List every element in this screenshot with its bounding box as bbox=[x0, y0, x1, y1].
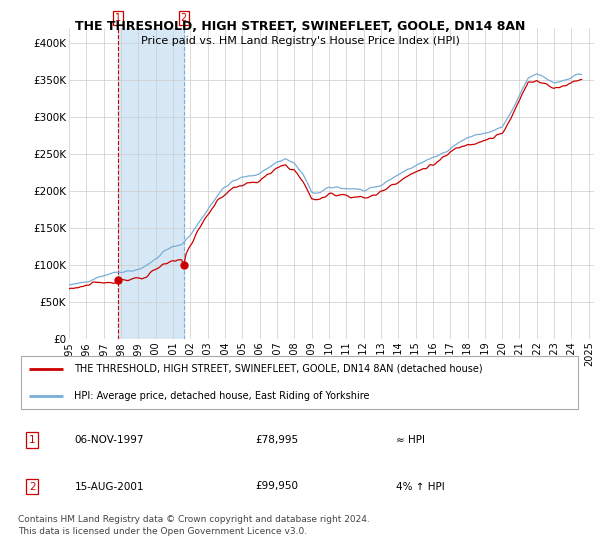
Text: 4% ↑ HPI: 4% ↑ HPI bbox=[396, 482, 445, 492]
Text: £78,995: £78,995 bbox=[255, 435, 298, 445]
Text: 1: 1 bbox=[29, 435, 35, 445]
Text: Price paid vs. HM Land Registry's House Price Index (HPI): Price paid vs. HM Land Registry's House … bbox=[140, 36, 460, 46]
Text: ≈ HPI: ≈ HPI bbox=[396, 435, 425, 445]
Text: 2: 2 bbox=[29, 482, 35, 492]
Text: 06-NOV-1997: 06-NOV-1997 bbox=[74, 435, 144, 445]
Text: THE THRESHOLD, HIGH STREET, SWINEFLEET, GOOLE, DN14 8AN (detached house): THE THRESHOLD, HIGH STREET, SWINEFLEET, … bbox=[74, 363, 483, 374]
Bar bbox=[118, 28, 184, 339]
FancyBboxPatch shape bbox=[21, 356, 578, 409]
Text: THE THRESHOLD, HIGH STREET, SWINEFLEET, GOOLE, DN14 8AN: THE THRESHOLD, HIGH STREET, SWINEFLEET, … bbox=[75, 20, 525, 32]
Text: 1: 1 bbox=[115, 13, 121, 24]
Text: HPI: Average price, detached house, East Riding of Yorkshire: HPI: Average price, detached house, East… bbox=[74, 391, 370, 401]
Text: 2: 2 bbox=[181, 13, 187, 24]
Text: £99,950: £99,950 bbox=[255, 482, 298, 492]
Text: Contains HM Land Registry data © Crown copyright and database right 2024.
This d: Contains HM Land Registry data © Crown c… bbox=[18, 515, 370, 536]
Text: 15-AUG-2001: 15-AUG-2001 bbox=[74, 482, 144, 492]
